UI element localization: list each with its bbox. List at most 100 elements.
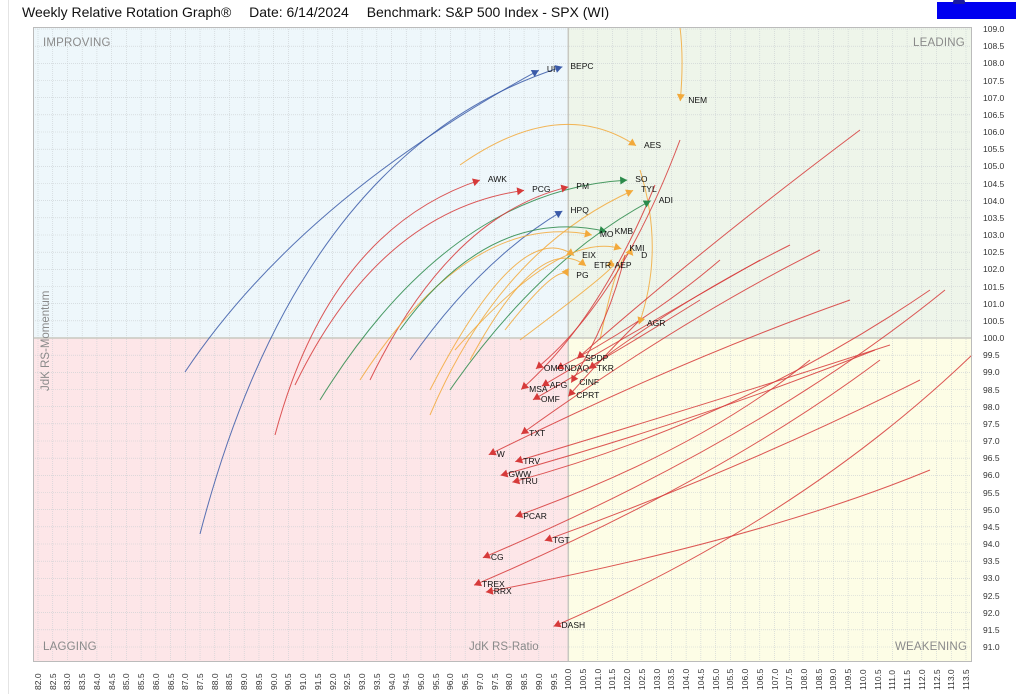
y-tick-label: 103.0 (983, 230, 1005, 240)
arrowhead-icon (535, 361, 544, 369)
x-tick-label: 105.5 (725, 668, 736, 690)
ticker-label-pg[interactable]: PG (576, 270, 589, 281)
arrowhead-icon (488, 448, 497, 456)
y-tick-label: 101.5 (983, 281, 1005, 292)
y-tick-label: 91.0 (983, 642, 1000, 652)
x-tick-label: 95.5 (430, 673, 441, 690)
ticker-label-tkr[interactable]: TKR (596, 362, 614, 373)
x-tick-label: 101.0 (592, 668, 603, 690)
ticker-label-adi[interactable]: ADI (658, 194, 673, 205)
x-tick-label: 87.0 (180, 673, 191, 690)
ticker-label-cinf[interactable]: CINF (579, 376, 600, 387)
ticker-label-tgt[interactable]: TGT (552, 534, 570, 545)
ticker-label-so[interactable]: SO (635, 174, 648, 185)
x-tick-label: 99.0 (533, 673, 544, 690)
x-tick-label: 112.0 (916, 669, 927, 690)
ticker-label-pcar[interactable]: PCAR (523, 510, 547, 521)
ticker-label-cg[interactable]: CG (490, 551, 504, 562)
y-tick-label: 93.0 (983, 573, 1000, 584)
brand-block-tab (953, 0, 965, 4)
ticker-label-bepc[interactable]: BEPC (570, 60, 594, 71)
x-tick-label: 96.5 (460, 673, 471, 690)
x-tick-label: 82.0 (33, 673, 43, 690)
arrowhead-icon (625, 189, 634, 197)
ticker-label-spdp[interactable]: SPDP (585, 352, 609, 363)
arrowhead-icon (485, 586, 494, 595)
ticker-label-ui[interactable]: UI (546, 64, 556, 75)
ticker-label-kmi[interactable]: KMI (629, 242, 645, 253)
arrowhead-icon (566, 248, 575, 256)
ticker-label-kmb[interactable]: KMB (614, 225, 633, 236)
ticker-label-txt[interactable]: TXT (529, 428, 546, 439)
ticker-label-mo[interactable]: MO (599, 229, 614, 239)
arrowhead-icon (471, 178, 480, 187)
ticker-label-gww[interactable]: GWW (508, 469, 532, 480)
ticker-label-tyl[interactable]: TYL (641, 184, 657, 195)
ticker-label-w[interactable]: W (496, 448, 505, 459)
ticker-arrowheads (471, 65, 685, 628)
ticker-label-awk[interactable]: AWK (487, 174, 507, 185)
y-tick-label: 95.5 (983, 487, 1000, 498)
ticker-label-aes[interactable]: AES (644, 139, 662, 150)
ticker-label-cprt[interactable]: CPRT (576, 390, 600, 401)
x-tick-label: 101.5 (607, 668, 618, 690)
y-tick-label: 96.0 (983, 470, 1000, 481)
ticker-label-omc[interactable]: OMC (543, 362, 564, 373)
arrowhead-icon (606, 259, 615, 267)
arrowhead-icon (556, 362, 565, 370)
quadrant-label-lagging: LAGGING (43, 641, 97, 653)
x-tick-label: 87.5 (195, 673, 206, 690)
ticker-label-ndaq[interactable]: NDAQ (564, 362, 590, 373)
ticker-label-agr[interactable]: AGR (646, 318, 666, 329)
ticker-label-pcg[interactable]: PCG (532, 184, 551, 195)
x-tick-label: 98.0 (504, 673, 515, 690)
ticker-label-d[interactable]: D (641, 249, 648, 260)
ticker-trails (184, 26, 973, 627)
arrowhead-icon (515, 510, 524, 518)
ticker-label-nem[interactable]: NEM (688, 95, 708, 106)
y-tick-label: 106.0 (983, 127, 1005, 137)
plot-frame (33, 27, 972, 662)
ticker-label-msa[interactable]: MSA (529, 383, 548, 394)
y-tick-label: 105.0 (983, 161, 1005, 172)
arrowhead-icon (553, 619, 562, 628)
arrowhead-icon (577, 350, 586, 359)
x-tick-label: 93.5 (371, 673, 382, 690)
y-tick-label: 109.0 (983, 24, 1005, 34)
x-tick-label: 88.5 (224, 673, 235, 690)
arrowhead-icon (613, 242, 622, 251)
x-tick-label: 110.5 (872, 669, 883, 690)
ticker-label-eix[interactable]: EIX (582, 249, 596, 260)
x-tick-label: 97.0 (474, 673, 485, 690)
ticker-label-rrx[interactable]: RRX (493, 586, 512, 597)
arrowhead-icon (500, 469, 509, 478)
x-tick-label: 96.0 (445, 673, 456, 690)
x-tick-label: 108.0 (798, 668, 809, 690)
ticker-label-etr[interactable]: ETR (593, 259, 611, 270)
y-tick-label: 105.5 (983, 144, 1005, 155)
ticker-label-hpq[interactable]: HPQ (570, 204, 589, 215)
x-tick-label: 110.0 (857, 669, 868, 690)
ticker-label-pm[interactable]: PM (576, 180, 590, 191)
ticker-label-afg[interactable]: AFG (549, 380, 568, 391)
ticker-label-aep[interactable]: AEP (614, 259, 632, 270)
x-tick-label: 111.0 (887, 669, 898, 690)
x-tick-label: 102.5 (636, 668, 647, 690)
ticker-label-dash[interactable]: DASH (561, 620, 586, 631)
ticker-label-omf[interactable]: OMF (540, 393, 560, 404)
y-tick-label: 92.0 (983, 607, 1000, 618)
x-tick-label: 90.5 (283, 673, 294, 690)
arrowhead-icon (619, 176, 628, 185)
y-tick-label: 104.5 (983, 178, 1005, 189)
ticker-label-tru[interactable]: TRU (520, 476, 538, 487)
y-tick-label: 106.5 (983, 109, 1005, 120)
x-tick-label: 107.0 (769, 668, 780, 690)
x-tick-label: 102.0 (622, 668, 633, 690)
arrowhead-icon (561, 268, 569, 277)
ticker-label-trv[interactable]: TRV (523, 455, 541, 466)
x-tick-label: 85.5 (136, 673, 147, 690)
y-tick-label: 97.5 (983, 418, 1000, 429)
arrowhead-icon (554, 65, 563, 73)
arrowhead-icon (625, 247, 634, 256)
ticker-label-trex[interactable]: TREX (482, 579, 505, 590)
